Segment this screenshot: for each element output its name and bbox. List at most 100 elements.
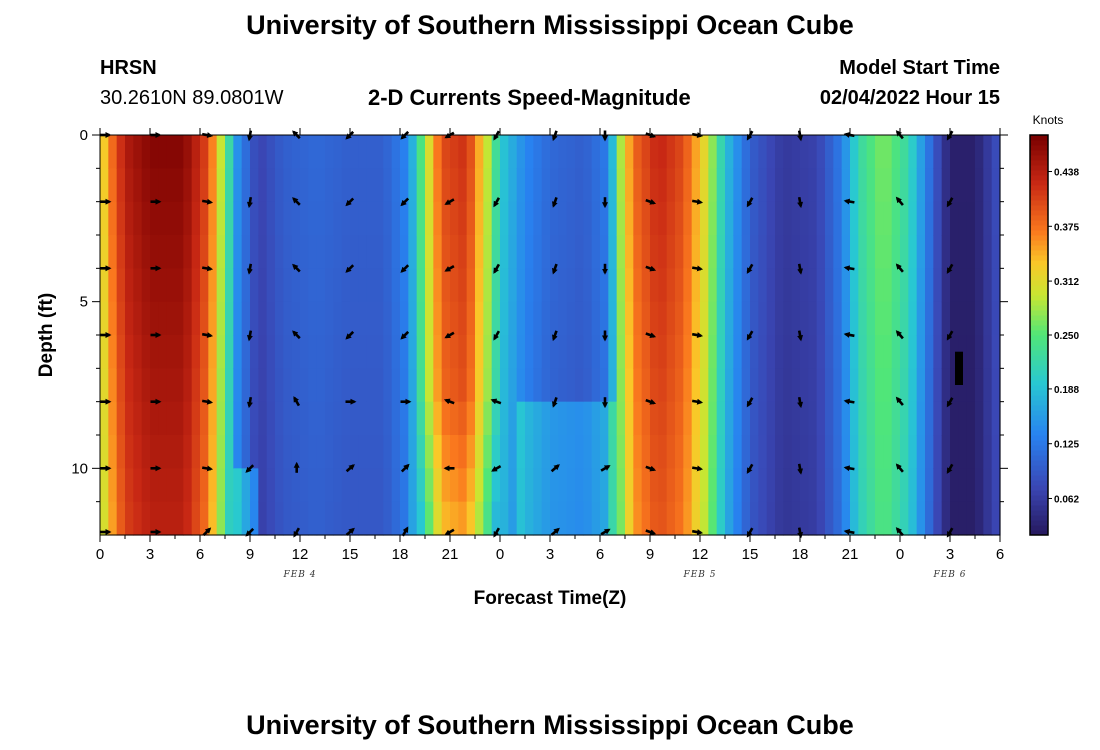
heatmap-cell xyxy=(683,301,693,336)
heatmap-cell xyxy=(791,168,801,203)
heatmap-cell xyxy=(225,468,234,503)
heatmap-cell xyxy=(991,301,1001,336)
heatmap-cell xyxy=(508,435,518,469)
heatmap-cell xyxy=(408,135,418,169)
heatmap-cell xyxy=(416,301,426,336)
colorbar-segment xyxy=(1030,480,1048,486)
heatmap-cell xyxy=(491,235,501,269)
heatmap-cell xyxy=(891,301,901,336)
colorbar-segment xyxy=(1030,235,1048,241)
heatmap-cell xyxy=(200,335,209,369)
heatmap-cell xyxy=(633,368,643,403)
y-tick-label: 5 xyxy=(80,294,88,311)
heatmap-cell xyxy=(600,235,609,269)
heatmap-cell xyxy=(433,468,443,503)
heatmap-cell xyxy=(750,135,759,169)
heatmap-cell xyxy=(341,368,351,403)
heatmap-cell xyxy=(750,168,759,203)
heatmap-cell xyxy=(850,235,859,269)
colorbar-segment xyxy=(1030,285,1048,291)
heatmap-cell xyxy=(883,168,893,203)
heatmap-cell xyxy=(350,201,359,236)
colorbar-segment xyxy=(1030,220,1048,226)
heatmap-cell xyxy=(641,368,651,403)
heatmap-cell xyxy=(300,201,309,236)
heatmap-cell xyxy=(650,468,659,503)
heatmap-cell xyxy=(716,168,726,203)
heatmap-cell xyxy=(250,335,259,369)
heatmap-cell xyxy=(383,468,393,503)
heatmap-cell xyxy=(541,501,551,536)
heatmap-cell xyxy=(633,301,643,336)
heatmap-cell xyxy=(708,301,718,336)
heatmap-cell xyxy=(658,435,668,469)
heatmap-cell xyxy=(933,501,943,536)
heatmap-cell xyxy=(825,468,834,503)
heatmap-cell xyxy=(925,301,934,336)
x-tick-label: 6 xyxy=(996,546,1004,563)
heatmap-cell xyxy=(483,201,493,236)
current-arrow xyxy=(201,398,214,405)
heatmap-cell xyxy=(616,201,626,236)
heatmap-cell xyxy=(316,435,326,469)
heatmap-cell xyxy=(650,368,659,403)
heatmap-cell xyxy=(158,468,168,503)
heatmap-cell xyxy=(133,368,143,403)
heatmap-cell xyxy=(116,401,126,436)
heatmap-cell xyxy=(150,301,159,336)
heatmap-cell xyxy=(483,235,493,269)
heatmap-cell xyxy=(700,401,709,436)
heatmap-cell xyxy=(741,335,751,369)
heatmap-cell xyxy=(141,335,151,369)
current-arrow xyxy=(691,465,704,472)
heatmap-cell xyxy=(816,501,826,536)
current-arrow xyxy=(246,396,253,409)
heatmap-cell xyxy=(741,301,751,336)
heatmap-cell xyxy=(841,268,851,303)
heatmap-cell xyxy=(966,368,976,403)
heatmap-cell xyxy=(991,335,1001,369)
heatmap-cell xyxy=(975,401,984,436)
current-arrow xyxy=(746,397,754,408)
heatmap-cell xyxy=(675,368,684,403)
heatmap-cell xyxy=(716,435,726,469)
heatmap-cell xyxy=(975,335,984,369)
heatmap-cell xyxy=(191,501,201,536)
colorbar-tick-label: 0.312 xyxy=(1054,277,1079,288)
heatmap-cell xyxy=(766,168,776,203)
heatmap-cell xyxy=(450,368,459,403)
heatmap-cell xyxy=(591,201,601,236)
heatmap-cell xyxy=(975,468,984,503)
heatmap-cell xyxy=(708,235,718,269)
heatmap-cell xyxy=(158,368,168,403)
heatmap-cell xyxy=(600,301,609,336)
heatmap-cell xyxy=(925,368,934,403)
heatmap-cell xyxy=(858,335,868,369)
heatmap-cell xyxy=(400,268,409,303)
heatmap-cell xyxy=(633,501,643,536)
heatmap-cell xyxy=(708,335,718,369)
heatmap-cell xyxy=(758,268,768,303)
heatmap-cell xyxy=(925,335,934,369)
x-tick-label: 0 xyxy=(96,546,104,563)
heatmap-cell xyxy=(791,335,801,369)
y-tick-label: 0 xyxy=(80,127,88,144)
heatmap-cell xyxy=(700,368,709,403)
heatmap-cell xyxy=(875,435,884,469)
heatmap-cell xyxy=(975,235,984,269)
heatmap-cell xyxy=(116,268,126,303)
colorbar-segment xyxy=(1030,150,1048,156)
heatmap-cell xyxy=(258,235,268,269)
heatmap-cell xyxy=(908,501,918,536)
current-arrow xyxy=(843,398,855,405)
heatmap-cell xyxy=(366,468,376,503)
heatmap-cell xyxy=(500,368,509,403)
heatmap-cell xyxy=(216,368,226,403)
heatmap-cell xyxy=(808,335,818,369)
current-arrow xyxy=(895,527,904,537)
heatmap-cell xyxy=(516,401,526,436)
heatmap-cell xyxy=(825,435,834,469)
heatmap-cell xyxy=(575,468,584,503)
heatmap-cell xyxy=(283,135,293,169)
